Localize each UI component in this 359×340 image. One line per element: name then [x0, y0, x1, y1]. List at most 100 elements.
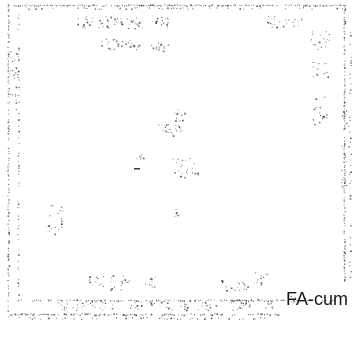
speckle-dot	[277, 314, 280, 316]
speckle-dot	[146, 317, 148, 319]
speckle-dot	[96, 4, 98, 6]
speckle-dot	[156, 46, 158, 48]
speckle-dot	[47, 317, 50, 320]
speckle-dot	[320, 46, 322, 48]
speckle-dot	[282, 25, 285, 28]
speckle-dot	[8, 241, 10, 243]
speckle-dot	[130, 43, 132, 45]
speckle-dot	[38, 314, 40, 316]
speckle-dot	[200, 5, 202, 6]
speckle-dot	[52, 205, 54, 207]
speckle-dot	[222, 5, 224, 7]
speckle-dot	[344, 207, 346, 209]
speckle-dot	[167, 22, 169, 24]
speckle-dot	[344, 239, 346, 241]
speckle-dot	[267, 21, 268, 23]
speckle-dot	[344, 125, 346, 127]
speckle-dot	[33, 5, 36, 7]
speckle-dot	[29, 317, 31, 319]
speckle-dot	[248, 5, 250, 7]
speckle-dot	[220, 299, 222, 301]
speckle-dot	[100, 300, 102, 302]
speckle-dot	[314, 62, 316, 64]
speckle-dot	[349, 159, 351, 161]
speckle-dot	[8, 29, 9, 31]
speckle-dot	[332, 299, 334, 301]
speckle-dot	[140, 154, 142, 156]
speckle-dot	[7, 33, 9, 35]
speckle-dot	[11, 314, 13, 316]
speckle-dot	[19, 317, 21, 318]
speckle-dot	[293, 25, 295, 27]
speckle-dot	[343, 39, 345, 41]
speckle-dot	[18, 225, 20, 227]
speckle-dot	[17, 218, 19, 220]
speckle-dot	[341, 115, 344, 117]
speckle-dot	[131, 21, 134, 23]
speckle-dot	[84, 27, 86, 29]
speckle-dot	[305, 299, 307, 301]
speckle-dot	[270, 299, 272, 301]
speckle-dot	[12, 70, 14, 72]
speckle-dot	[255, 272, 256, 274]
speckle-dot	[18, 119, 20, 121]
speckle-dot	[184, 112, 186, 114]
speckle-dot	[179, 120, 181, 122]
speckle-dot	[140, 317, 142, 320]
speckle-dot	[251, 4, 253, 6]
speckle-dot	[192, 172, 193, 174]
speckle-dot	[17, 260, 19, 262]
speckle-dot	[181, 114, 183, 116]
speckle-dot	[7, 253, 10, 256]
speckle-dot	[17, 56, 19, 58]
speckle-dot	[344, 169, 346, 171]
speckle-dot	[152, 4, 154, 6]
speckle-dot	[305, 297, 306, 299]
speckle-dot	[18, 59, 20, 61]
speckle-dot	[121, 20, 123, 22]
speckle-dot	[47, 226, 49, 228]
speckle-dot	[8, 227, 10, 229]
speckle-dot	[322, 118, 324, 120]
speckle-dot	[350, 65, 352, 66]
speckle-dot	[348, 146, 350, 148]
speckle-dot	[8, 191, 10, 193]
speckle-dot	[250, 314, 252, 316]
speckle-dot	[122, 283, 123, 284]
speckle-dot	[10, 70, 12, 72]
speckle-dot	[309, 299, 312, 302]
speckle-dot	[238, 299, 240, 301]
speckle-dot	[312, 62, 314, 63]
speckle-dot	[32, 314, 34, 316]
speckle-dot	[209, 304, 211, 306]
speckle-dot	[344, 9, 346, 11]
speckle-dot	[83, 24, 85, 26]
speckle-dot	[15, 5, 17, 7]
speckle-dot	[292, 21, 294, 23]
speckle-dot	[311, 31, 313, 33]
speckle-dot	[69, 299, 71, 301]
speckle-dot	[276, 26, 278, 29]
speckle-dot	[343, 151, 345, 153]
speckle-dot	[248, 301, 250, 303]
speckle-dot	[343, 214, 345, 216]
speckle-dot	[226, 5, 229, 7]
speckle-dot	[181, 314, 183, 316]
speckle-dot	[113, 48, 115, 50]
speckle-dot	[111, 307, 114, 310]
speckle-dot	[159, 317, 160, 319]
speckle-dot	[77, 18, 79, 20]
speckle-dot	[7, 77, 9, 79]
speckle-dot	[228, 318, 230, 320]
speckle-dot	[114, 5, 116, 7]
speckle-dot	[344, 108, 346, 110]
speckle-dot	[185, 304, 187, 306]
speckle-dot	[37, 299, 39, 301]
speckle-dot	[304, 300, 306, 302]
speckle-dot	[268, 303, 270, 305]
speckle-dot	[276, 313, 278, 316]
speckle-dot	[170, 131, 172, 133]
speckle-dot	[126, 5, 127, 7]
speckle-dot	[8, 233, 10, 235]
speckle-dot	[164, 127, 166, 128]
